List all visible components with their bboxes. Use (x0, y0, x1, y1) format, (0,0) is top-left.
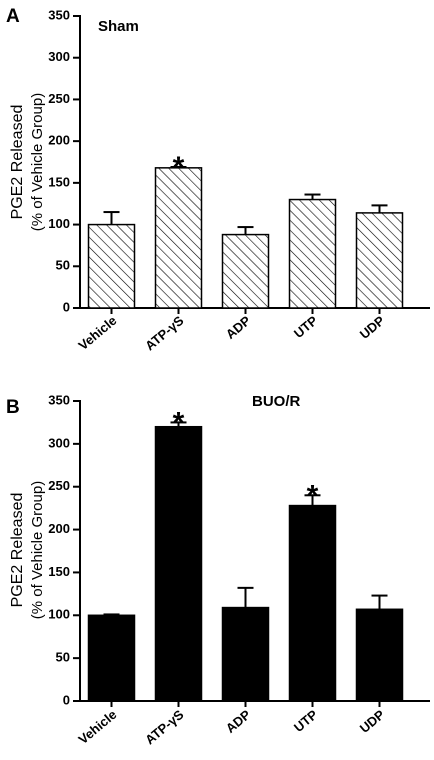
x-tick-label: ATP-γS (142, 707, 187, 748)
bar (154, 167, 203, 309)
y-tick-label: 0 (63, 299, 70, 314)
y-axis-label-secondary: (% of Vehicle Group) (29, 93, 46, 231)
y-tick-label: 250 (48, 478, 70, 493)
significance-star: * (173, 406, 185, 439)
x-tick-label: Vehicle (75, 313, 119, 353)
bar (154, 425, 203, 702)
y-tick-label: 200 (48, 521, 70, 536)
group-label: Sham (98, 18, 139, 35)
x-tick-label: ADP (223, 313, 254, 342)
y-tick-label: 0 (63, 692, 70, 707)
panel-a: A Sham PGE2 Released (% of Vehicle Group) 0 5… (6, 6, 430, 353)
bar (288, 504, 337, 702)
x-tick-label: UDP (357, 707, 388, 736)
bar (221, 606, 270, 702)
significance-star: * (173, 151, 185, 184)
y-tick-label: 100 (48, 607, 70, 622)
y-tick-label: 350 (48, 392, 70, 407)
y-tick-label: 100 (48, 216, 70, 231)
y-tick-label: 300 (48, 49, 70, 64)
bar (87, 614, 136, 702)
y-axis-label-secondary: (% of Vehicle Group) (29, 481, 46, 619)
panel-b: B BUO/R PGE2 Released (% of Vehicle Group) 0… (6, 392, 430, 747)
x-tick-label: UTP (291, 313, 321, 341)
panel-label: B (6, 397, 20, 418)
y-tick-label: 50 (56, 258, 70, 273)
x-tick-label: ATP-γS (142, 313, 187, 354)
bar (355, 608, 404, 702)
y-axis-label: PGE2 Released (9, 493, 26, 608)
x-tick-label: UDP (357, 313, 388, 342)
y-tick-label: 150 (48, 564, 70, 579)
x-tick-label: UTP (291, 707, 321, 735)
bar (355, 212, 404, 309)
bar (288, 198, 337, 309)
y-tick-label: 150 (48, 174, 70, 189)
y-tick-label: 300 (48, 435, 70, 450)
x-tick-label: ADP (223, 707, 254, 736)
y-tick-label: 350 (48, 7, 70, 22)
y-tick-label: 50 (56, 650, 70, 665)
y-tick-label: 250 (48, 91, 70, 106)
y-tick-label: 200 (48, 133, 70, 148)
x-tick-label: Vehicle (75, 707, 119, 747)
bar (221, 233, 270, 309)
bar (87, 223, 136, 309)
group-label: BUO/R (252, 393, 301, 410)
y-axis-label: PGE2 Released (9, 105, 26, 220)
significance-star: * (307, 479, 319, 512)
panel-label: A (6, 6, 20, 27)
